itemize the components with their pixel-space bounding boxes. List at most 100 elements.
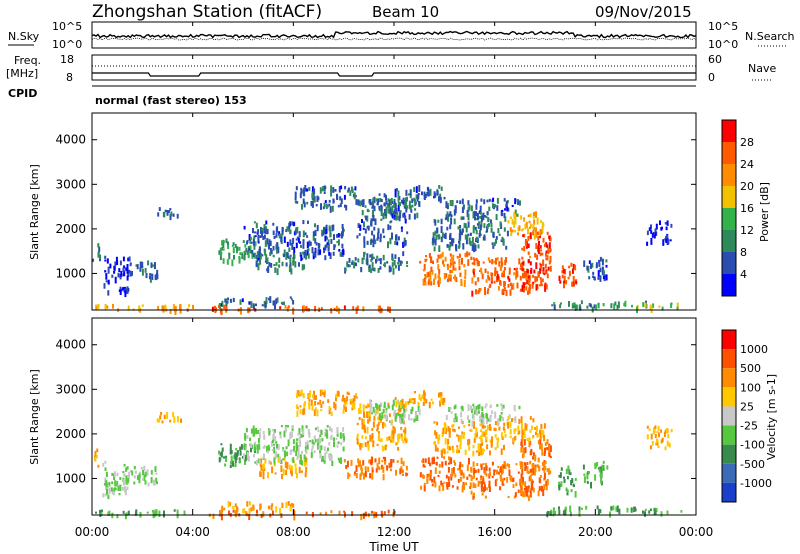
colorbar-segment	[722, 230, 736, 252]
data-cell	[299, 252, 302, 257]
data-cell	[431, 457, 434, 465]
data-cell	[391, 213, 394, 219]
data-cell	[513, 428, 516, 435]
data-cell	[239, 450, 242, 456]
data-cell	[480, 448, 483, 456]
data-cell	[356, 438, 359, 445]
data-cell	[496, 197, 499, 204]
data-cell	[481, 431, 484, 438]
data-cell	[379, 305, 381, 311]
data-cell	[402, 440, 405, 444]
data-cell	[296, 236, 299, 239]
data-cell	[432, 239, 435, 244]
data-cell	[502, 240, 505, 246]
data-cell	[411, 204, 414, 208]
data-cell	[382, 212, 385, 219]
data-cell	[432, 458, 435, 464]
data-cell	[224, 463, 227, 467]
data-cell	[127, 305, 130, 311]
data-cell	[566, 490, 569, 493]
data-cell	[333, 437, 335, 442]
data-cell	[466, 210, 469, 217]
velocity-ylabel: Slant Range [km]	[28, 369, 41, 465]
data-cell	[95, 455, 98, 459]
data-cell	[462, 432, 465, 439]
data-cell	[157, 306, 160, 310]
data-cell	[439, 400, 442, 407]
data-cell	[443, 456, 446, 460]
data-cell	[414, 208, 417, 211]
data-cell	[330, 411, 333, 416]
data-cell	[323, 247, 326, 250]
data-cell	[314, 427, 317, 431]
data-cell	[482, 261, 485, 264]
data-cell	[221, 247, 224, 251]
data-cell	[307, 253, 310, 259]
data-cell	[266, 450, 269, 454]
data-cell	[600, 477, 603, 484]
data-cell	[294, 200, 297, 204]
data-cell	[329, 252, 332, 259]
data-cell	[340, 233, 343, 237]
data-cell	[355, 262, 357, 267]
data-cell	[525, 275, 528, 281]
data-cell	[111, 513, 114, 519]
data-cell	[510, 229, 513, 236]
date-label: 09/Nov/2015	[595, 3, 692, 21]
data-cell	[222, 240, 225, 243]
data-cell	[411, 406, 414, 412]
data-cell	[308, 187, 311, 191]
data-cell	[446, 450, 449, 454]
data-cell	[441, 261, 444, 264]
data-cell	[361, 423, 364, 430]
data-cell	[509, 289, 512, 296]
data-cell	[385, 407, 388, 411]
data-cell	[395, 215, 398, 221]
y-tick-label: 2000	[55, 427, 86, 441]
data-cell	[395, 208, 398, 215]
data-cell	[444, 438, 447, 445]
data-cell	[529, 416, 532, 420]
data-cell	[365, 405, 368, 409]
data-cell	[259, 435, 261, 439]
data-cell	[104, 259, 107, 262]
data-cell	[529, 429, 532, 433]
data-cell	[231, 244, 234, 247]
data-cell	[280, 465, 283, 472]
data-cell	[499, 280, 501, 285]
data-cell	[292, 457, 295, 463]
data-cell	[259, 262, 262, 265]
data-cell	[249, 245, 252, 250]
power-colorbar-label: Power [dB]	[758, 182, 771, 242]
data-cell	[481, 440, 484, 446]
data-cell	[311, 186, 314, 192]
data-cell	[337, 457, 340, 461]
data-cell	[259, 252, 262, 260]
data-cell	[323, 248, 326, 254]
data-cell	[453, 418, 455, 422]
data-cell	[289, 221, 292, 224]
data-cell	[524, 423, 527, 429]
data-cell	[435, 235, 438, 241]
freq-right-tick-low: 0	[708, 71, 715, 84]
data-cell	[428, 401, 431, 409]
data-cell	[421, 394, 424, 399]
data-cell	[419, 397, 422, 402]
data-cell	[144, 480, 147, 485]
data-cell	[403, 241, 406, 247]
data-cell	[529, 213, 532, 218]
noise-right-tick-high: 10^5	[708, 20, 738, 33]
data-cell	[276, 297, 279, 303]
data-cell	[496, 270, 499, 275]
data-cell	[155, 509, 158, 515]
data-cell	[503, 198, 506, 202]
data-cell	[304, 401, 306, 406]
data-cell	[104, 255, 107, 259]
data-cell	[525, 490, 528, 497]
data-cell	[441, 232, 444, 238]
colorbar-tick-label: -1000	[740, 477, 772, 490]
data-cell	[283, 301, 285, 306]
data-cell	[436, 189, 439, 196]
data-cell	[468, 237, 471, 245]
data-cell	[323, 226, 325, 231]
